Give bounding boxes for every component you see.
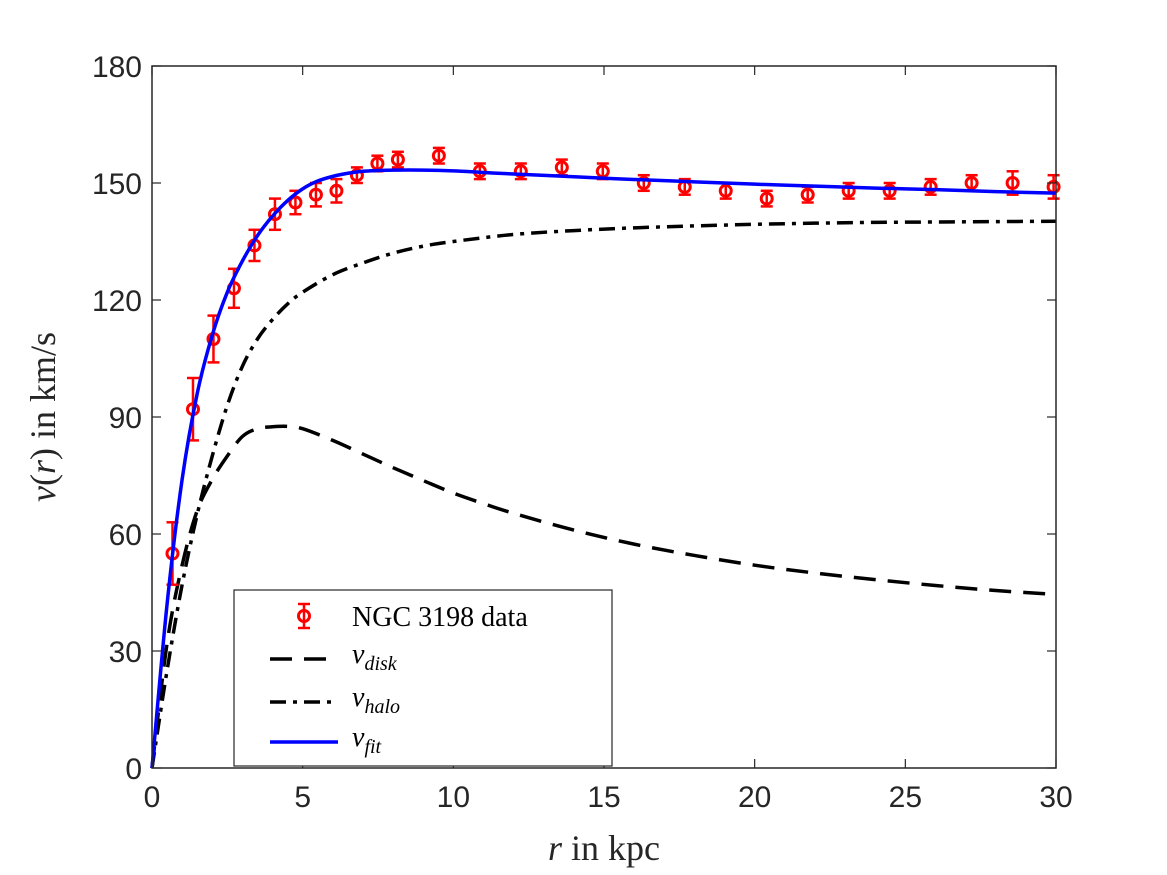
data-marker xyxy=(329,183,344,198)
data-marker xyxy=(964,176,979,190)
y-axis-label-var2: r xyxy=(23,459,63,474)
data-point xyxy=(513,162,528,181)
y-tick-label: 180 xyxy=(92,51,142,84)
y-axis-label-open-paren: ( xyxy=(23,474,63,486)
data-marker xyxy=(513,164,528,179)
data-marker xyxy=(636,176,651,190)
legend: NGC 3198 data vdisk vhalo vfit xyxy=(233,589,613,767)
legend-swatches xyxy=(270,602,338,744)
series-line-halo xyxy=(150,219,1057,769)
x-tick-label: 10 xyxy=(437,781,470,814)
data-marker xyxy=(718,183,733,198)
legend-box xyxy=(233,589,613,767)
data-point xyxy=(1005,170,1020,196)
x-axis-label: r in kpc xyxy=(548,828,660,868)
data-marker xyxy=(554,160,569,175)
data-point xyxy=(923,177,938,196)
y-tick-label: 30 xyxy=(109,636,142,669)
y-tick-label: 150 xyxy=(92,168,142,201)
x-tick-label: 30 xyxy=(1039,781,1072,814)
data-point xyxy=(718,181,733,200)
data-point xyxy=(882,181,897,200)
data-marker xyxy=(841,183,856,198)
x-tick-label: 20 xyxy=(738,781,771,814)
y-axis-label-var: v xyxy=(23,486,63,502)
x-tick-label: 0 xyxy=(144,781,161,814)
x-axis-label-text: in kpc xyxy=(562,828,660,868)
data-marker xyxy=(923,179,938,194)
y-axis-label-close-paren: ) xyxy=(23,448,63,460)
y-tick-label: 0 xyxy=(125,753,142,786)
x-tick-label: 15 xyxy=(587,781,620,814)
data-point xyxy=(349,166,364,185)
data-marker xyxy=(882,183,897,198)
data-marker xyxy=(759,191,774,206)
legend-label-disk-var: v xyxy=(352,639,365,670)
data-point xyxy=(390,150,405,169)
y-axis-label-text: in km/s xyxy=(23,332,63,448)
legend-label-fit-var: v xyxy=(352,722,365,753)
legend-label-halo-var: v xyxy=(352,682,365,713)
data-marker xyxy=(800,187,815,202)
legend-label-fit: vfit xyxy=(352,722,382,758)
data-point xyxy=(759,189,774,208)
data-marker xyxy=(288,195,303,210)
y-tick-label: 90 xyxy=(109,402,142,435)
data-point xyxy=(800,185,815,204)
legend-label-halo-sub: halo xyxy=(364,696,400,718)
data-point xyxy=(636,173,651,193)
legend-swatch-data xyxy=(297,602,311,630)
series-layer xyxy=(150,146,1061,769)
data-point xyxy=(329,177,344,204)
data-marker xyxy=(267,207,282,222)
data-marker xyxy=(431,148,446,163)
y-tick-label: 120 xyxy=(92,285,142,318)
data-point xyxy=(431,146,446,165)
y-tick-label: 60 xyxy=(109,519,142,552)
legend-label-disk-sub: disk xyxy=(364,653,397,675)
data-marker xyxy=(349,168,364,183)
series-line-fit xyxy=(150,168,1057,769)
tick-labels: 0 5 10 15 20 25 30 0 30 60 90 120 150 180 xyxy=(92,51,1073,814)
data-marker xyxy=(1005,176,1020,190)
series-line-disk xyxy=(150,424,1057,769)
legend-label-data: NGC 3198 data xyxy=(352,602,528,633)
x-tick-label: 25 xyxy=(889,781,922,814)
y-axis-label: v(r) in km/s xyxy=(23,332,63,502)
legend-marker xyxy=(297,609,311,623)
legend-label-fit-sub: fit xyxy=(364,736,381,758)
x-tick-label: 5 xyxy=(294,781,311,814)
data-point xyxy=(964,173,979,193)
plot-frame xyxy=(151,65,1057,769)
legend-label-halo: vhalo xyxy=(352,682,400,718)
data-marker xyxy=(308,187,323,202)
legend-label-disk: vdisk xyxy=(352,639,398,675)
data-point xyxy=(554,158,569,177)
x-axis-label-var: r xyxy=(548,828,563,868)
data-marker xyxy=(390,152,405,167)
